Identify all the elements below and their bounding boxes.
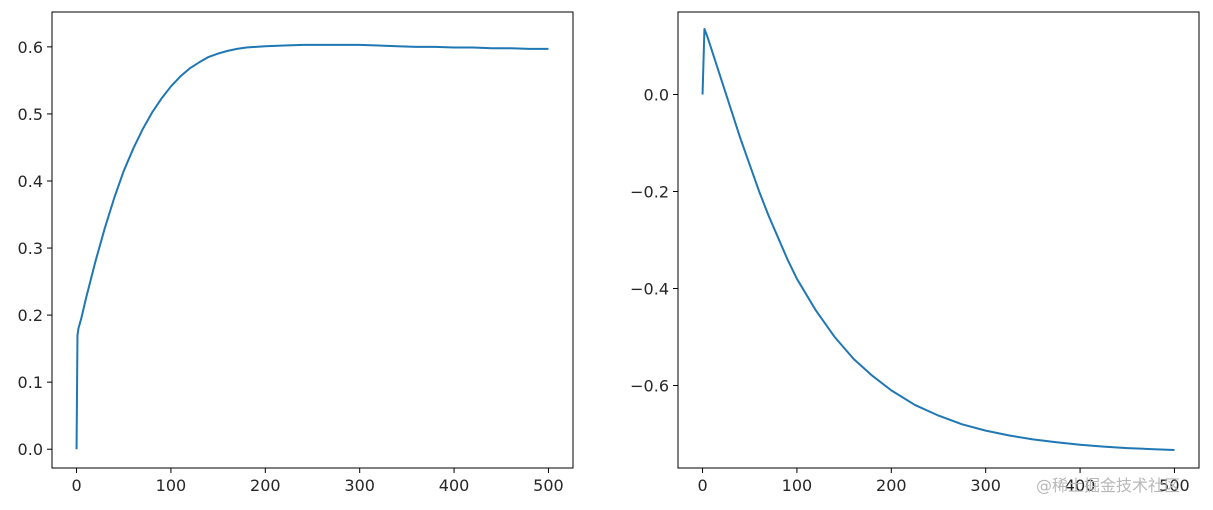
left-y-tick-label: 0.1 bbox=[18, 373, 43, 392]
left-y-tick-label: 0.6 bbox=[18, 38, 43, 57]
right-x-axis: 0 100 200 300 400 500 bbox=[697, 468, 1190, 495]
right-y-tick-label: −0.4 bbox=[630, 280, 669, 299]
right-x-tick-label: 400 bbox=[1065, 476, 1096, 495]
left-y-tick-label: 0.4 bbox=[18, 172, 43, 191]
left-plot-frame bbox=[51, 11, 574, 469]
left-series-line bbox=[75, 43, 549, 450]
left-y-tick-label: 0.3 bbox=[18, 239, 43, 258]
right-plot: 0 100 200 300 400 500 0.0 −0.2 −0.4 −0.6 bbox=[630, 11, 1200, 495]
left-y-axis: 0.0 0.1 0.2 0.3 0.4 0.5 0.6 bbox=[18, 38, 52, 459]
right-x-tick-label: 200 bbox=[876, 476, 907, 495]
right-series bbox=[701, 27, 1175, 452]
left-x-axis: 0 100 200 300 400 500 bbox=[71, 468, 564, 495]
right-y-axis: 0.0 −0.2 −0.4 −0.6 bbox=[630, 85, 678, 396]
left-y-tick-label: 0.2 bbox=[18, 306, 43, 325]
right-plot-frame bbox=[677, 11, 1200, 469]
left-x-tick-label: 100 bbox=[156, 476, 187, 495]
right-series-line bbox=[701, 27, 1175, 452]
left-x-tick-label: 400 bbox=[439, 476, 470, 495]
left-y-tick-label: 0.0 bbox=[18, 440, 43, 459]
right-y-tick-label: 0.0 bbox=[644, 85, 669, 104]
left-x-tick-label: 500 bbox=[533, 476, 564, 495]
right-x-tick-label: 0 bbox=[697, 476, 707, 495]
right-x-tick-label: 300 bbox=[970, 476, 1001, 495]
left-series bbox=[75, 43, 549, 450]
left-plot: 0 100 200 300 400 500 0.0 0.1 0.2 0.3 0.4 0.5 0.6 bbox=[18, 11, 574, 495]
right-y-tick-label: −0.6 bbox=[630, 377, 669, 396]
right-y-tick-label: −0.2 bbox=[630, 182, 669, 201]
left-x-tick-label: 0 bbox=[71, 476, 81, 495]
watermark: @稀土掘金技术社区 bbox=[1036, 476, 1181, 495]
left-x-tick-label: 200 bbox=[250, 476, 281, 495]
left-x-tick-label: 300 bbox=[344, 476, 375, 495]
right-x-tick-label: 500 bbox=[1159, 476, 1190, 495]
right-x-tick-label: 100 bbox=[782, 476, 813, 495]
left-y-tick-label: 0.5 bbox=[18, 105, 43, 124]
